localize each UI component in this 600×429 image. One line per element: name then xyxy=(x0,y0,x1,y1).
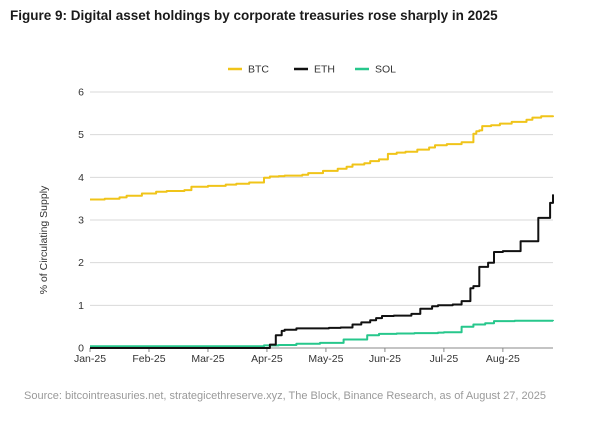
x-tick-label: Jan-25 xyxy=(74,353,106,365)
x-tick-label: Aug-25 xyxy=(486,353,520,365)
x-tick-label: Jun-25 xyxy=(369,353,401,365)
legend: BTC ETH SOL xyxy=(228,64,396,76)
y-tick-label: 4 xyxy=(78,172,84,184)
x-tick-label: Jul-25 xyxy=(430,353,459,365)
y-tick-label: 3 xyxy=(78,215,84,227)
figure-title: Figure 9: Digital asset holdings by corp… xyxy=(10,8,498,23)
line-chart: 0 1 2 3 4 5 6 Jan-25 Feb-25 Mar-25 Apr-25 May-25 Ju… xyxy=(38,64,554,365)
legend-label-btc: BTC xyxy=(248,64,269,76)
y-tick-label: 1 xyxy=(78,300,84,312)
series-line-eth xyxy=(90,194,554,349)
y-axis-ticks: 0 1 2 3 4 5 6 xyxy=(78,87,84,355)
y-tick-label: 2 xyxy=(78,257,84,269)
legend-label-eth: ETH xyxy=(314,64,335,76)
y-tick-label: 5 xyxy=(78,129,84,141)
series-line-btc xyxy=(90,115,554,201)
x-tick-label: May-25 xyxy=(308,353,343,365)
y-tick-label: 0 xyxy=(78,343,84,355)
x-tick-label: Mar-25 xyxy=(191,353,224,365)
x-tick-label: Apr-25 xyxy=(251,353,283,365)
grid-lines xyxy=(90,91,553,349)
x-tick-label: Feb-25 xyxy=(132,353,165,365)
y-tick-label: 6 xyxy=(78,87,84,99)
series-lines xyxy=(90,115,554,349)
source-note: Source: bitcointreasuries.net, strategic… xyxy=(24,390,546,402)
legend-label-sol: SOL xyxy=(375,64,396,76)
y-axis-label: % of Circulating Supply xyxy=(38,185,50,294)
x-axis-ticks: Jan-25 Feb-25 Mar-25 Apr-25 May-25 Jun-25 Jul-… xyxy=(74,348,520,365)
series-line-sol xyxy=(90,319,554,348)
